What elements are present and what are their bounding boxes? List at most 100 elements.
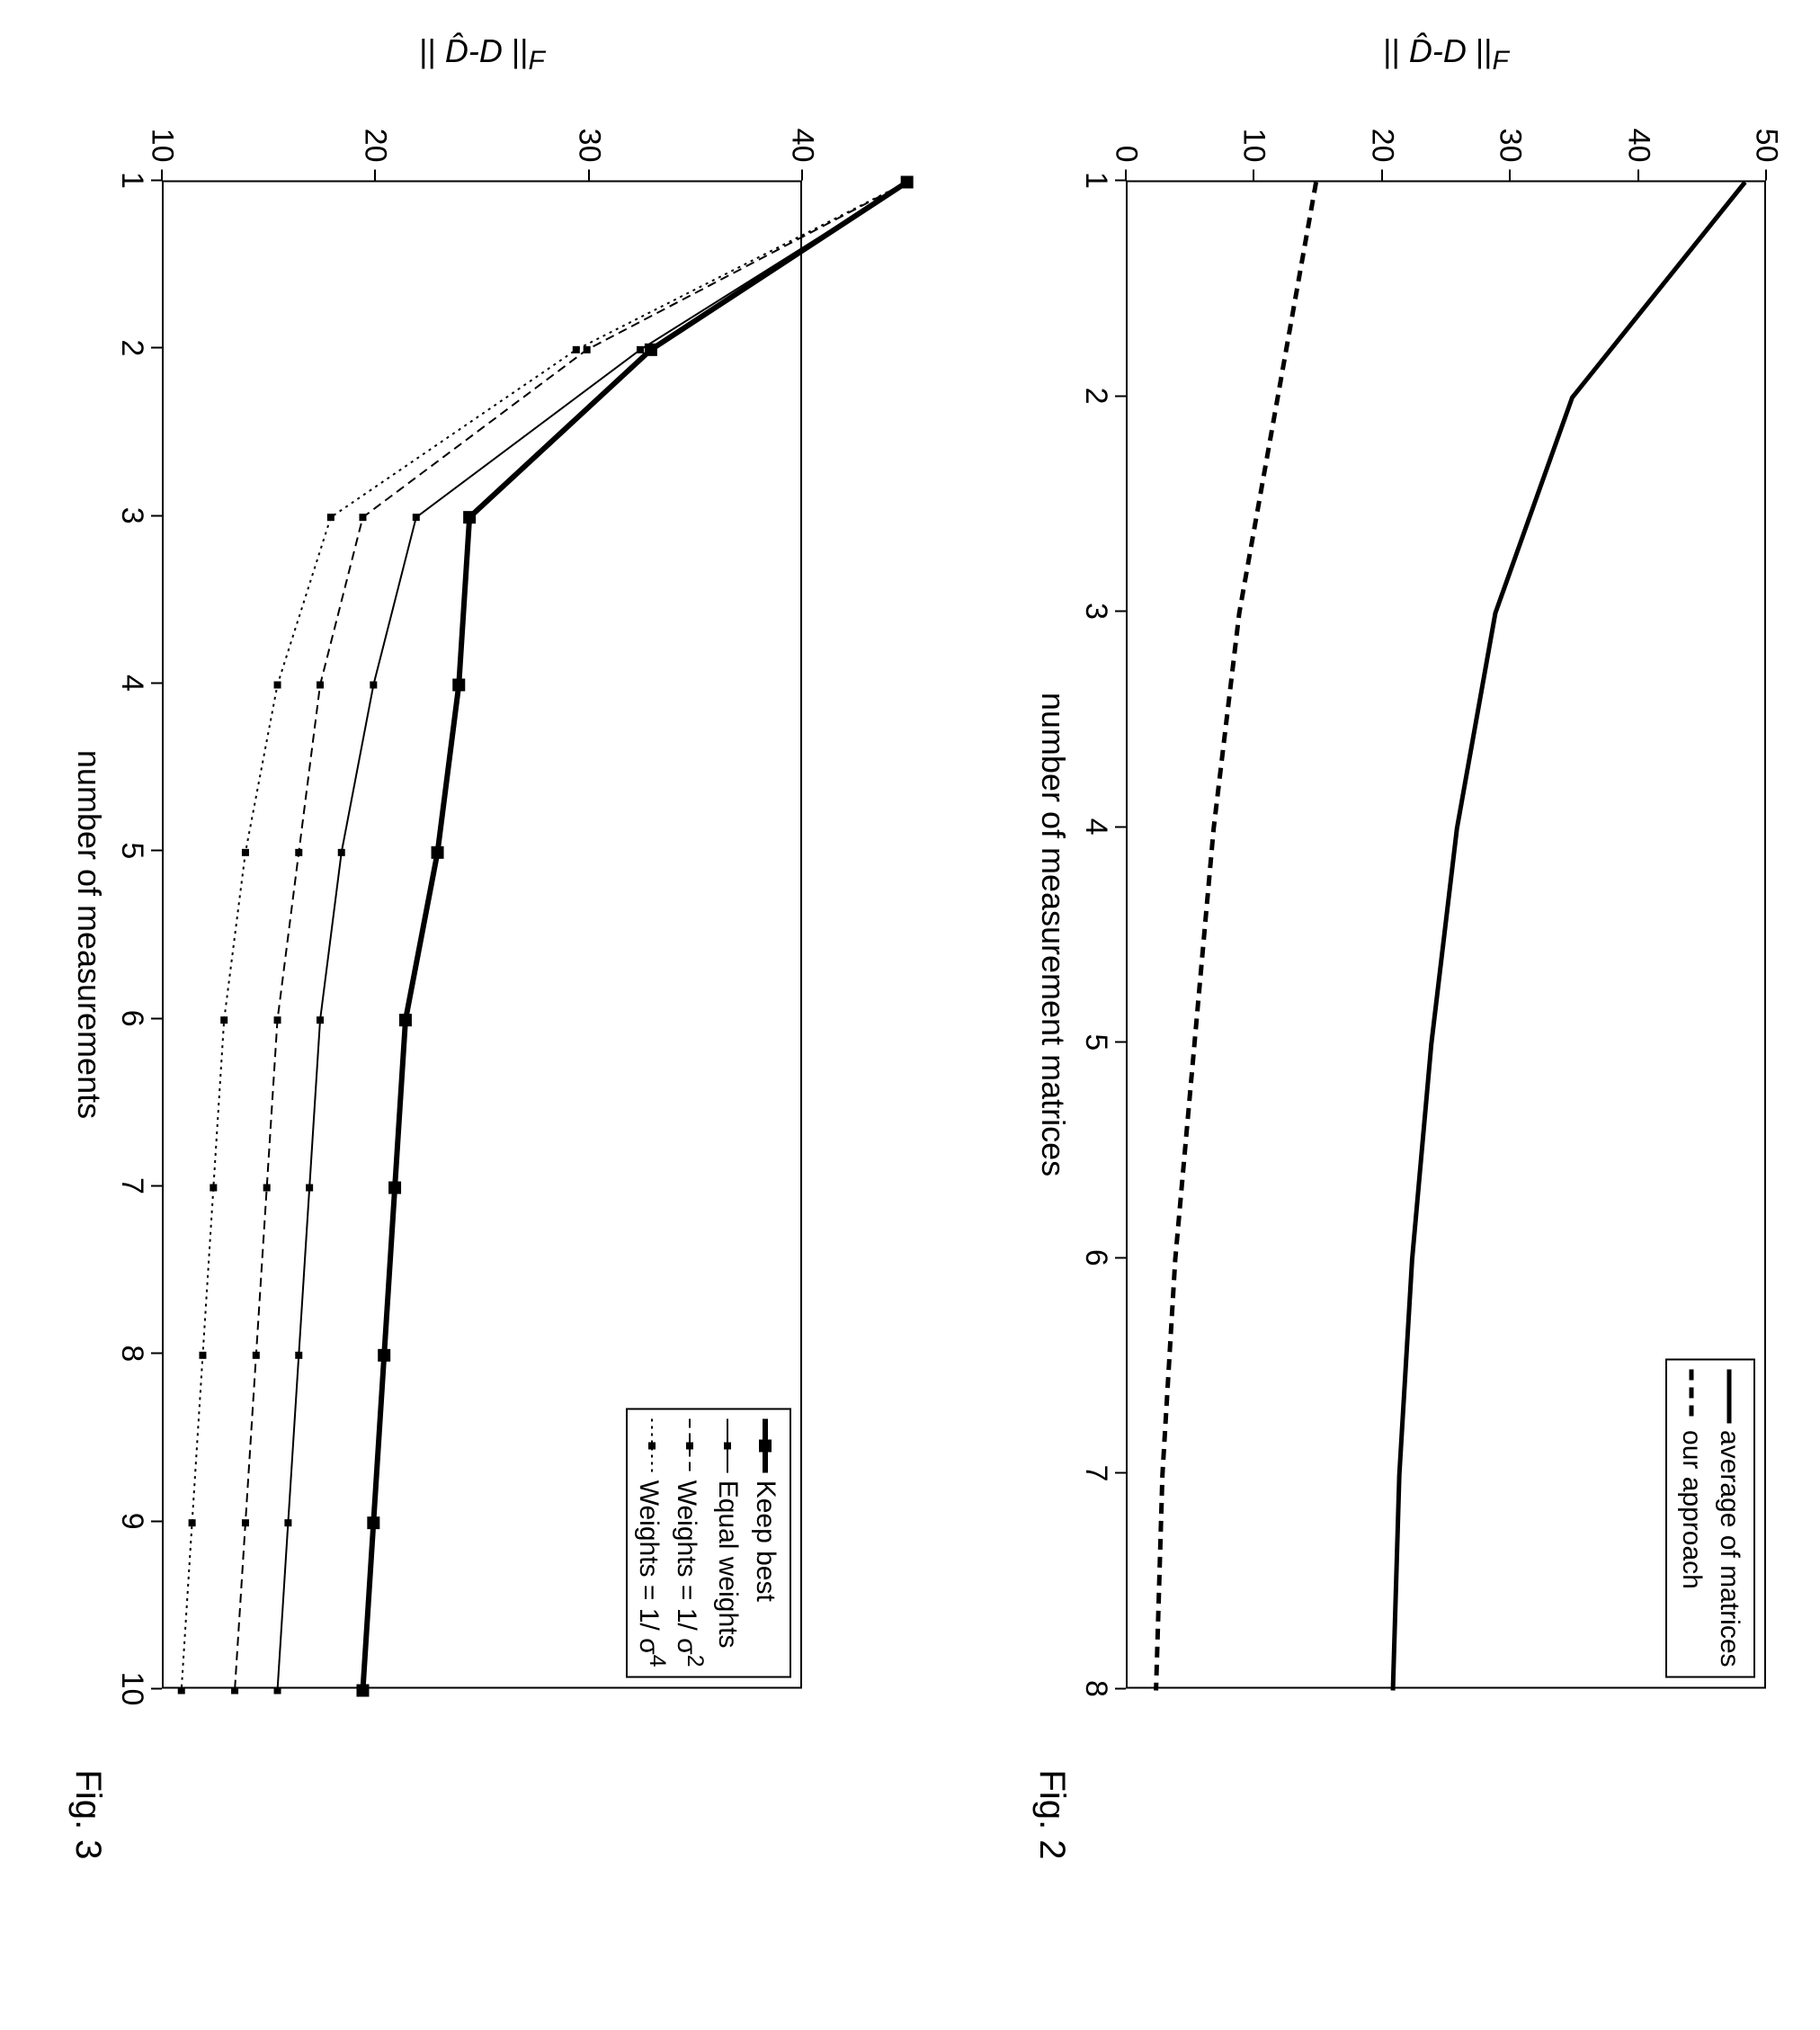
- legend-swatch: [1682, 1369, 1700, 1423]
- series-line: [235, 182, 907, 1690]
- xtick-mark: [151, 1185, 162, 1186]
- xtick-label: 4: [1078, 818, 1113, 835]
- legend-row: average of matrices: [1710, 1369, 1748, 1667]
- legend-swatch: [756, 1418, 774, 1472]
- xtick-mark: [151, 346, 162, 348]
- legend-swatch: [643, 1418, 661, 1472]
- legend-row: our approach: [1673, 1369, 1710, 1667]
- ytick-label: 20: [358, 128, 393, 162]
- series-marker: [210, 1184, 217, 1191]
- ytick-mark: [1509, 169, 1511, 180]
- xtick-mark: [1115, 826, 1126, 827]
- ytick-mark: [1381, 169, 1383, 180]
- ytick-mark: [1637, 169, 1639, 180]
- xtick-label: 1: [114, 172, 149, 189]
- legend-label: Weights = 1/ σ2: [672, 1480, 709, 1667]
- xtick-label: 9: [114, 1512, 149, 1529]
- series-marker: [295, 1351, 302, 1358]
- series-marker: [253, 1351, 260, 1358]
- ytick-label: 30: [1493, 128, 1528, 162]
- series-line: [182, 182, 907, 1690]
- series-marker: [274, 1686, 281, 1694]
- xtick-label: 2: [114, 339, 149, 356]
- ytick-label: 0: [1109, 145, 1144, 162]
- xtick-mark: [151, 1017, 162, 1019]
- xtick-label: 5: [114, 842, 149, 859]
- xtick-label: 5: [1078, 1033, 1113, 1051]
- figure-3-xlabel: number of measurements: [70, 749, 108, 1118]
- series-marker: [388, 1181, 401, 1194]
- series-marker: [242, 848, 249, 855]
- xtick-label: 6: [1078, 1248, 1113, 1265]
- series-marker: [231, 1686, 238, 1694]
- legend-row: Equal weights: [709, 1418, 746, 1667]
- series-marker: [274, 681, 281, 688]
- legend-label: Equal weights: [712, 1480, 743, 1648]
- xtick-mark: [1115, 1256, 1126, 1258]
- legend-row: Weights = 1/ σ4: [633, 1418, 671, 1667]
- series-marker: [338, 848, 345, 855]
- figure-3-plot-area: Keep bestEqual weightsWeights = 1/ σ2Wei…: [162, 180, 802, 1688]
- ytick-mark: [1765, 169, 1767, 180]
- figure-3-caption: Fig. 3: [67, 1769, 108, 1859]
- legend-label: our approach: [1676, 1430, 1707, 1589]
- legend-swatch: [681, 1418, 699, 1472]
- figure-2-panel: average of matricesour approach number o…: [1000, 0, 1784, 1715]
- xtick-mark: [1115, 1687, 1126, 1689]
- figure-2-plot-area: average of matricesour approach: [1126, 180, 1766, 1688]
- legend-label: Weights = 1/ σ4: [634, 1480, 671, 1667]
- xtick-label: 3: [114, 506, 149, 523]
- series-marker: [359, 514, 366, 521]
- series-marker: [452, 678, 465, 691]
- series-marker: [367, 1516, 379, 1529]
- legend-label: average of matrices: [1714, 1430, 1744, 1667]
- ytick-label: 10: [1236, 128, 1271, 162]
- series-marker: [399, 1014, 412, 1026]
- figure-2-ylabel: || D̂-D ||F: [1383, 31, 1509, 76]
- series-marker: [295, 848, 302, 855]
- xtick-label: 4: [114, 675, 149, 692]
- series-marker: [413, 514, 420, 521]
- legend-row: Keep best: [746, 1418, 784, 1667]
- series-marker: [242, 1519, 249, 1526]
- figure-3-ylabel: || D̂-D ||F: [419, 31, 545, 76]
- series-marker: [584, 345, 591, 353]
- legend-swatch: [718, 1418, 736, 1472]
- series-marker: [199, 1351, 206, 1358]
- series-marker: [178, 1686, 185, 1694]
- ytick-label: 50: [1749, 128, 1784, 162]
- figure-3-legend: Keep bestEqual weightsWeights = 1/ σ2Wei…: [626, 1408, 791, 1677]
- series-marker: [637, 345, 644, 353]
- series-marker: [904, 178, 911, 185]
- ytick-mark: [588, 169, 590, 180]
- xtick-mark: [151, 1520, 162, 1522]
- xtick-label: 8: [1078, 1680, 1113, 1697]
- series-marker: [370, 681, 377, 688]
- series-marker: [573, 345, 580, 353]
- xtick-label: 10: [114, 1671, 149, 1705]
- ytick-label: 10: [145, 128, 180, 162]
- figure-2-legend: average of matricesour approach: [1665, 1358, 1755, 1677]
- xtick-label: 7: [1078, 1464, 1113, 1481]
- series-marker: [274, 1016, 281, 1024]
- ytick-label: 40: [785, 128, 820, 162]
- figure-2-caption: Fig. 2: [1031, 1769, 1072, 1859]
- xtick-label: 6: [114, 1009, 149, 1026]
- legend-row: Weights = 1/ σ2: [671, 1418, 709, 1667]
- ytick-label: 20: [1364, 128, 1399, 162]
- xtick-mark: [151, 514, 162, 516]
- xtick-mark: [1115, 395, 1126, 397]
- series-line: [278, 182, 907, 1690]
- xtick-label: 7: [114, 1177, 149, 1194]
- xtick-label: 3: [1078, 603, 1113, 620]
- ytick-mark: [1253, 169, 1254, 180]
- series-marker: [378, 1348, 390, 1361]
- series-marker: [317, 681, 324, 688]
- legend-label: Keep best: [750, 1480, 781, 1601]
- xtick-mark: [151, 682, 162, 684]
- legend-swatch: [1720, 1369, 1738, 1423]
- xtick-mark: [151, 849, 162, 851]
- series-marker: [189, 1519, 196, 1526]
- xtick-mark: [1115, 1471, 1126, 1473]
- figure-3-panel: Keep bestEqual weightsWeights = 1/ σ2Wei…: [36, 0, 820, 1715]
